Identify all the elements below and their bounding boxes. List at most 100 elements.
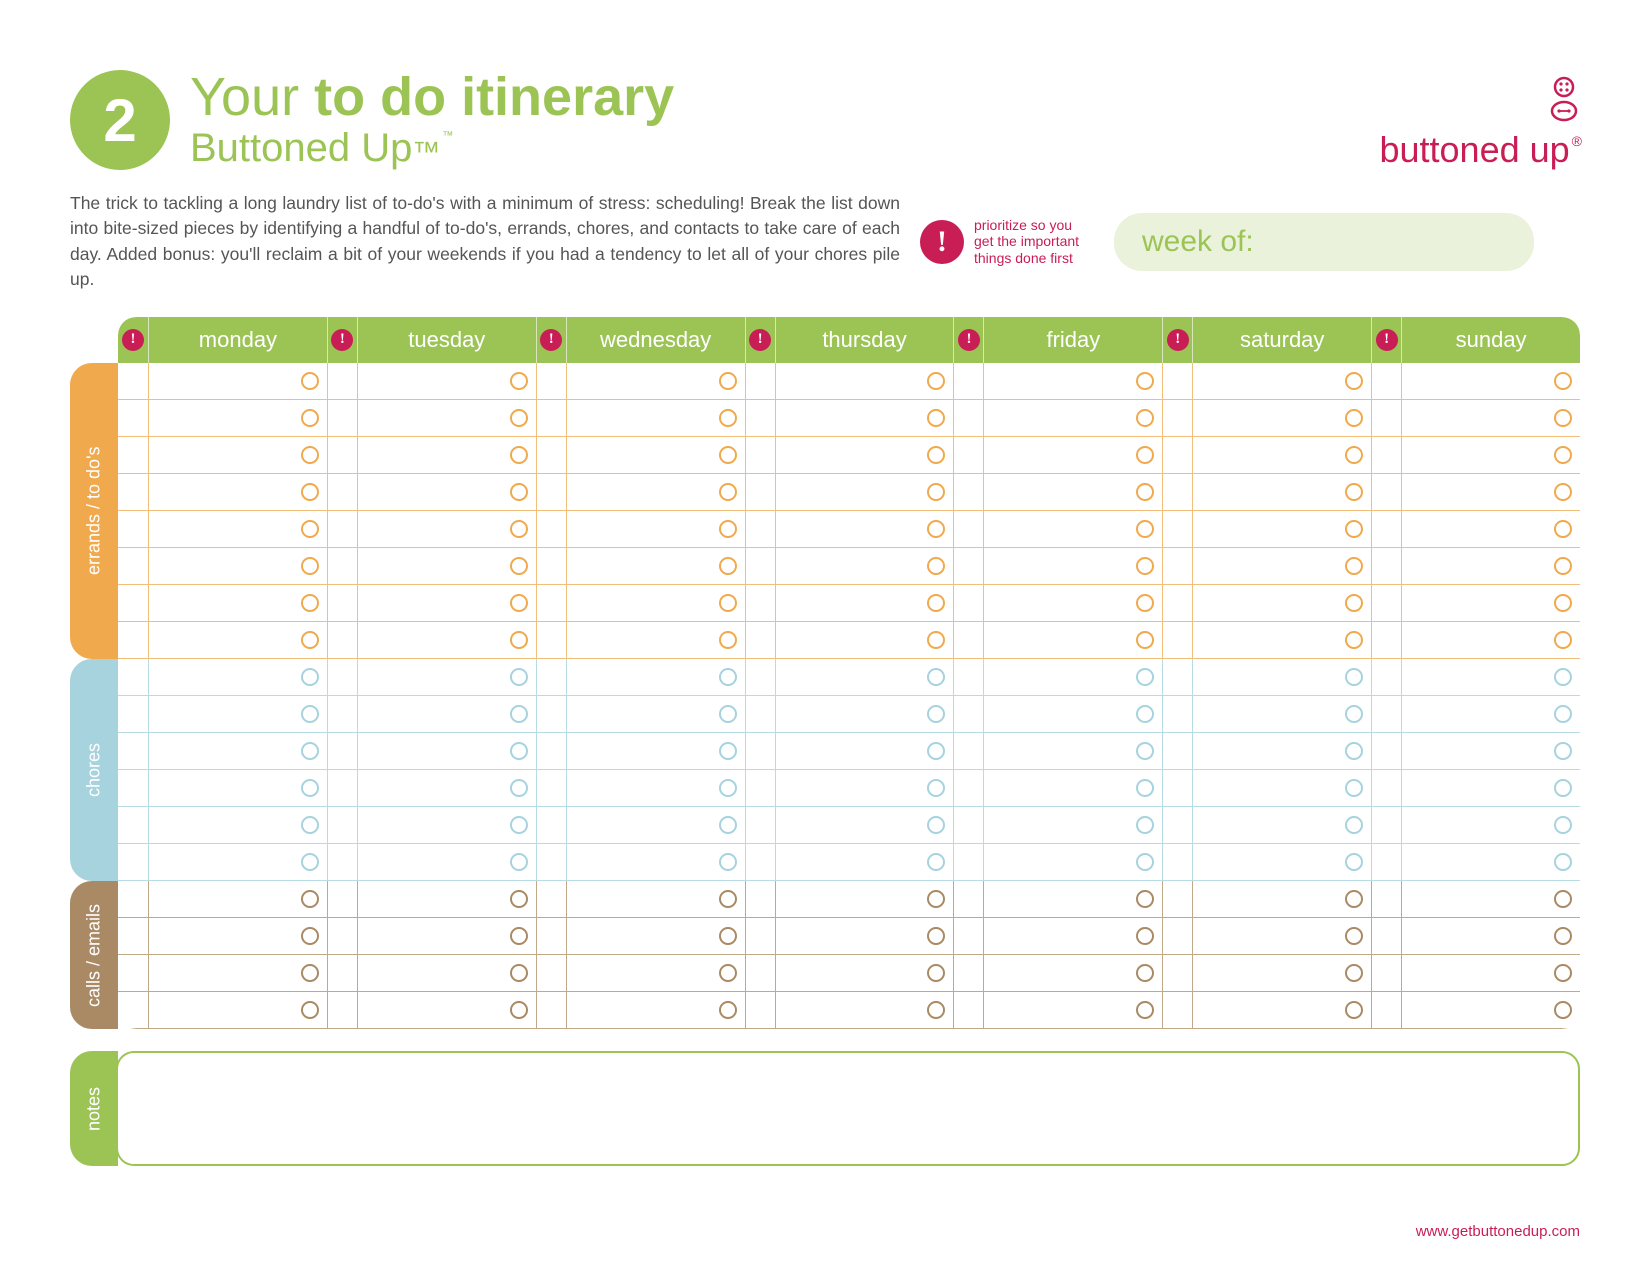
task-cell[interactable] [983, 807, 1162, 844]
priority-cell[interactable] [953, 844, 983, 881]
task-cell[interactable] [983, 437, 1162, 474]
priority-cell[interactable] [536, 437, 566, 474]
priority-cell[interactable] [953, 548, 983, 585]
task-cell[interactable] [148, 770, 327, 807]
task-cell[interactable] [983, 955, 1162, 992]
checkbox-circle[interactable] [1554, 483, 1572, 501]
checkbox-circle[interactable] [301, 853, 319, 871]
priority-cell[interactable] [745, 992, 775, 1029]
priority-cell[interactable] [536, 918, 566, 955]
priority-cell[interactable] [118, 400, 148, 437]
task-cell[interactable] [148, 400, 327, 437]
priority-cell[interactable] [745, 881, 775, 918]
priority-cell[interactable] [1371, 844, 1401, 881]
priority-cell[interactable] [1162, 770, 1192, 807]
checkbox-circle[interactable] [927, 483, 945, 501]
checkbox-circle[interactable] [1136, 372, 1154, 390]
task-cell[interactable] [357, 733, 536, 770]
checkbox-circle[interactable] [1136, 853, 1154, 871]
task-cell[interactable] [148, 844, 327, 881]
priority-cell[interactable] [327, 696, 357, 733]
checkbox-circle[interactable] [510, 742, 528, 760]
priority-cell[interactable] [1371, 474, 1401, 511]
checkbox-circle[interactable] [1136, 927, 1154, 945]
task-cell[interactable] [1192, 770, 1371, 807]
task-cell[interactable] [566, 733, 745, 770]
priority-cell[interactable] [536, 844, 566, 881]
priority-cell[interactable] [745, 585, 775, 622]
priority-cell[interactable] [1371, 992, 1401, 1029]
task-cell[interactable] [775, 696, 954, 733]
task-cell[interactable] [566, 548, 745, 585]
task-cell[interactable] [775, 511, 954, 548]
task-cell[interactable] [1401, 437, 1580, 474]
priority-cell[interactable] [118, 363, 148, 400]
task-cell[interactable] [566, 511, 745, 548]
checkbox-circle[interactable] [301, 594, 319, 612]
task-cell[interactable] [1401, 363, 1580, 400]
task-cell[interactable] [148, 511, 327, 548]
priority-cell[interactable] [327, 992, 357, 1029]
priority-cell[interactable] [1162, 844, 1192, 881]
task-cell[interactable] [357, 474, 536, 511]
checkbox-circle[interactable] [301, 742, 319, 760]
checkbox-circle[interactable] [719, 409, 737, 427]
task-cell[interactable] [775, 437, 954, 474]
checkbox-circle[interactable] [301, 779, 319, 797]
task-cell[interactable] [148, 807, 327, 844]
checkbox-circle[interactable] [1345, 779, 1363, 797]
checkbox-circle[interactable] [301, 816, 319, 834]
task-cell[interactable] [775, 363, 954, 400]
checkbox-circle[interactable] [1554, 594, 1572, 612]
priority-cell[interactable] [1371, 696, 1401, 733]
priority-cell[interactable] [745, 955, 775, 992]
checkbox-circle[interactable] [927, 890, 945, 908]
checkbox-circle[interactable] [510, 964, 528, 982]
task-cell[interactable] [983, 770, 1162, 807]
task-cell[interactable] [357, 881, 536, 918]
priority-cell[interactable] [953, 437, 983, 474]
task-cell[interactable] [983, 363, 1162, 400]
checkbox-circle[interactable] [510, 890, 528, 908]
checkbox-circle[interactable] [1345, 631, 1363, 649]
priority-cell[interactable] [1371, 659, 1401, 696]
priority-cell[interactable] [118, 881, 148, 918]
task-cell[interactable] [1192, 733, 1371, 770]
checkbox-circle[interactable] [719, 557, 737, 575]
checkbox-circle[interactable] [510, 853, 528, 871]
task-cell[interactable] [1192, 474, 1371, 511]
checkbox-circle[interactable] [719, 779, 737, 797]
checkbox-circle[interactable] [719, 853, 737, 871]
priority-cell[interactable] [118, 659, 148, 696]
priority-cell[interactable] [536, 770, 566, 807]
priority-cell[interactable] [953, 733, 983, 770]
checkbox-circle[interactable] [1136, 668, 1154, 686]
priority-cell[interactable] [745, 400, 775, 437]
priority-cell[interactable] [327, 511, 357, 548]
priority-cell[interactable] [327, 437, 357, 474]
task-cell[interactable] [148, 992, 327, 1029]
task-cell[interactable] [983, 881, 1162, 918]
task-cell[interactable] [775, 955, 954, 992]
checkbox-circle[interactable] [301, 1001, 319, 1019]
priority-cell[interactable] [745, 511, 775, 548]
task-cell[interactable] [983, 548, 1162, 585]
task-cell[interactable] [1401, 400, 1580, 437]
task-cell[interactable] [1401, 622, 1580, 659]
checkbox-circle[interactable] [1345, 890, 1363, 908]
task-cell[interactable] [566, 400, 745, 437]
checkbox-circle[interactable] [301, 631, 319, 649]
priority-cell[interactable] [327, 733, 357, 770]
task-cell[interactable] [148, 955, 327, 992]
task-cell[interactable] [566, 696, 745, 733]
week-of-field[interactable]: week of: [1114, 213, 1534, 271]
priority-cell[interactable] [953, 585, 983, 622]
checkbox-circle[interactable] [301, 705, 319, 723]
checkbox-circle[interactable] [1136, 779, 1154, 797]
checkbox-circle[interactable] [1136, 705, 1154, 723]
checkbox-circle[interactable] [1554, 631, 1572, 649]
checkbox-circle[interactable] [1345, 964, 1363, 982]
task-cell[interactable] [1192, 437, 1371, 474]
checkbox-circle[interactable] [301, 372, 319, 390]
notes-box[interactable] [116, 1051, 1580, 1166]
